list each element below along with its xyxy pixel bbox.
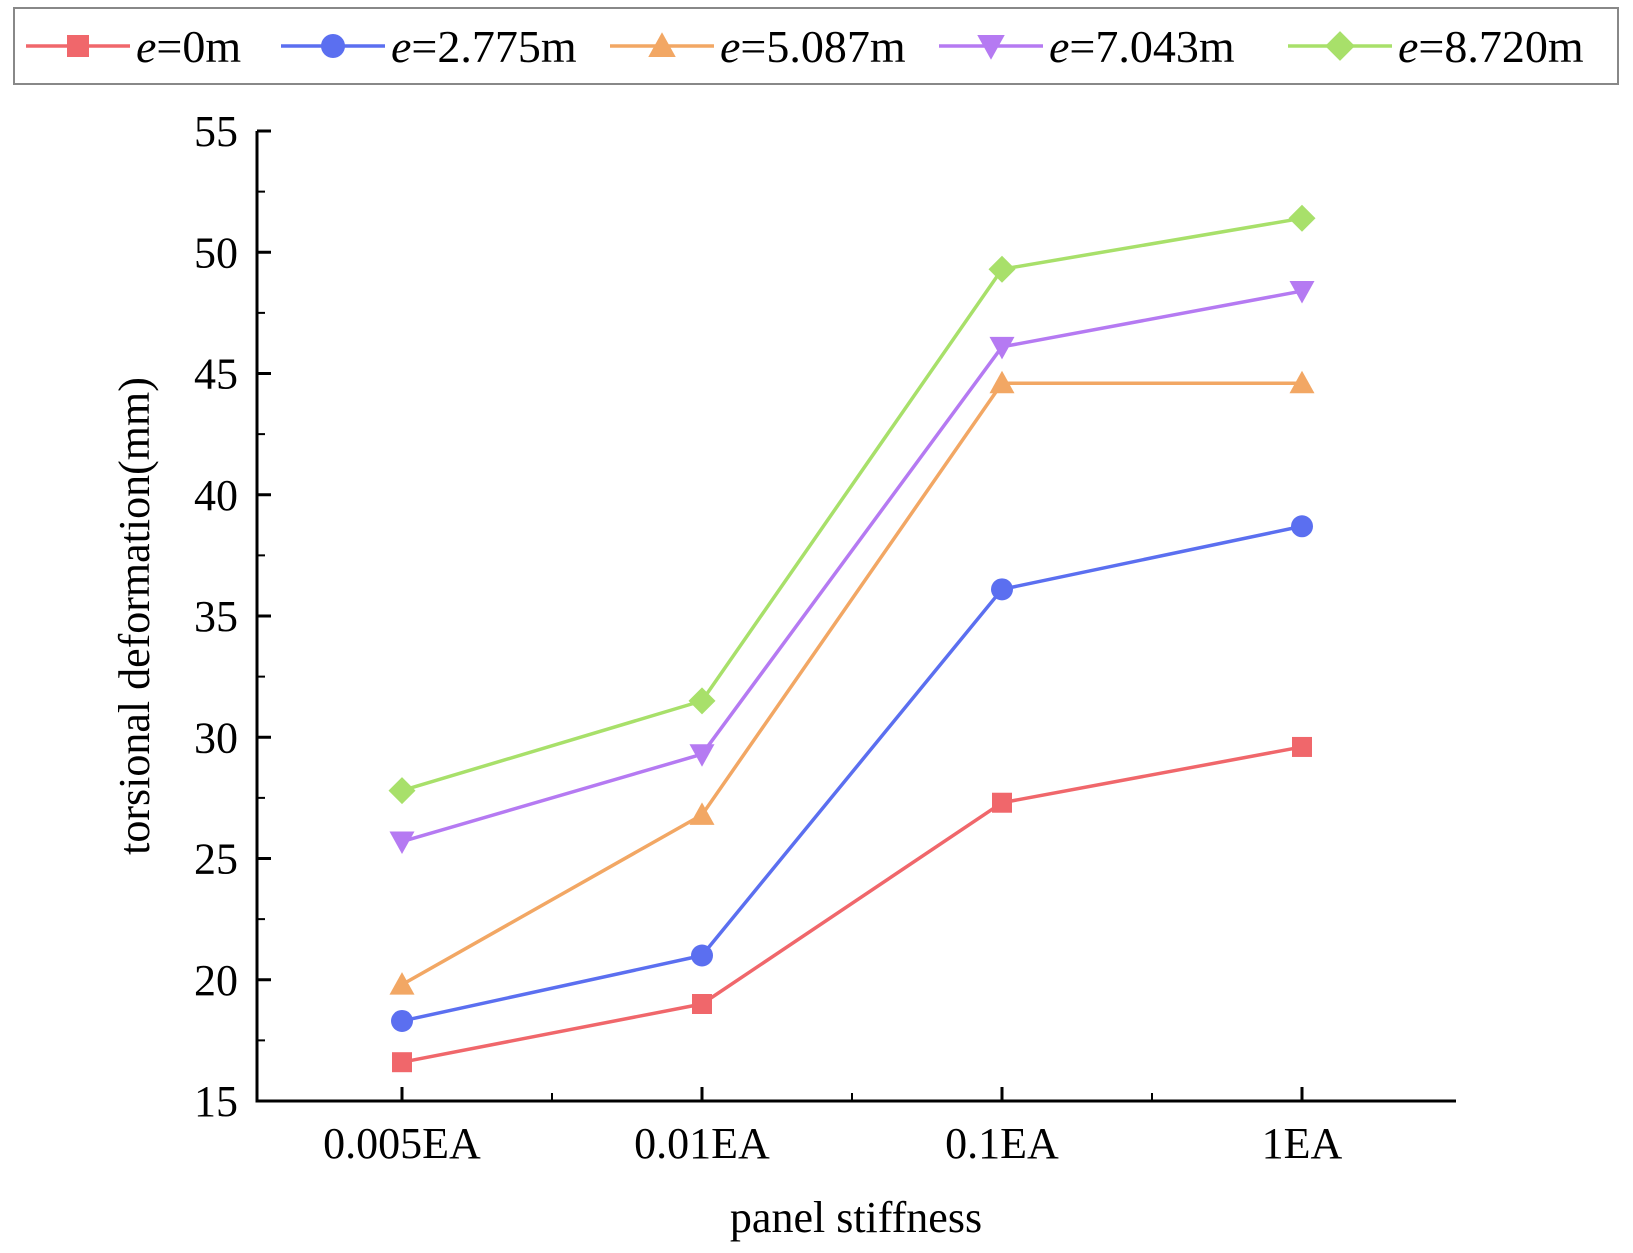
data-point [991, 578, 1013, 601]
data-point [691, 944, 713, 967]
series-line [401, 289, 1303, 844]
legend-marker [1325, 31, 1355, 61]
legend-label-var: e [136, 21, 156, 72]
data-point [692, 994, 712, 1014]
series-2 [389, 370, 1315, 995]
y-tick-label: 30 [194, 713, 238, 762]
y-tick-label: 20 [194, 956, 238, 1005]
legend-marker [67, 35, 89, 57]
data-point [689, 802, 715, 825]
series-3 [389, 281, 1315, 855]
y-tick-label: 25 [194, 835, 238, 884]
data-point [689, 744, 715, 767]
legend-label-value: =2.775m [411, 21, 576, 72]
legend: e=0m e=2.775m e=5.087m e=7.043m e=8.720m [13, 7, 1619, 85]
legend-label: e=8.720m [1398, 21, 1584, 72]
legend-label: e=7.043m [1049, 21, 1235, 72]
series-line [401, 216, 1303, 793]
legend-label: e=5.087m [720, 21, 906, 72]
data-point [388, 777, 416, 805]
legend-label-var: e [720, 21, 740, 72]
legend-marker [321, 34, 345, 58]
legend-entry: e=5.087m [610, 21, 906, 72]
legend-label-var: e [1398, 21, 1418, 72]
legend-label: e=0m [136, 21, 241, 72]
series-line [401, 745, 1303, 1064]
legend-label-var: e [391, 21, 411, 72]
plot-axes: 15 20 25 30 35 40 45 50 55 0.005EA 0.01EA 0.1EA 1EA [194, 107, 1456, 1168]
legend-entry: e=2.775m [281, 21, 577, 72]
legend-label-value: =8.720m [1418, 21, 1583, 72]
data-point [988, 255, 1016, 283]
data-point [391, 1009, 413, 1032]
series-4 [388, 204, 1316, 805]
y-tick-label: 55 [194, 107, 238, 156]
y-tick-label: 50 [194, 228, 238, 277]
series-line [401, 381, 1302, 987]
series-line [401, 524, 1303, 1023]
legend-entry: e=0m [26, 21, 241, 72]
legend-label-var: e [1049, 21, 1069, 72]
data-point [389, 831, 415, 855]
data-point [389, 972, 415, 995]
y-tick-label: 15 [194, 1077, 238, 1126]
legend-label: e=2.775m [391, 21, 577, 72]
data-point [1289, 281, 1315, 304]
data-point [992, 792, 1012, 813]
x-tick-label: 0.1EA [945, 1119, 1059, 1168]
legend-marker [977, 35, 1005, 60]
data-point [989, 336, 1015, 360]
legend-label-value: =5.087m [740, 21, 905, 72]
data-point [392, 1052, 412, 1073]
y-tick-label: 35 [194, 592, 238, 641]
data-point [1289, 370, 1315, 394]
data-point [989, 370, 1015, 394]
x-tick-label: 0.01EA [634, 1119, 770, 1168]
y-tick-label: 45 [194, 350, 238, 399]
y-tick-label: 40 [194, 471, 238, 520]
x-tick-label: 0.005EA [323, 1119, 481, 1168]
data-point [688, 687, 716, 715]
data-point [1291, 515, 1313, 538]
data-point [1288, 204, 1316, 232]
legend-label-value: =0m [156, 21, 241, 72]
y-axis-title: torsional deformation(mm) [110, 377, 159, 855]
x-axis-title: panel stiffness [730, 1193, 982, 1242]
series-0 [392, 736, 1312, 1073]
legend-label-value: =7.043m [1069, 21, 1234, 72]
legend-marker [648, 32, 676, 57]
series-layer [388, 204, 1316, 1073]
data-point [1292, 736, 1312, 757]
x-tick-label: 1EA [1262, 1119, 1343, 1168]
legend-entry: e=7.043m [939, 21, 1235, 72]
series-1 [391, 515, 1313, 1032]
legend-entry: e=8.720m [1288, 21, 1584, 72]
